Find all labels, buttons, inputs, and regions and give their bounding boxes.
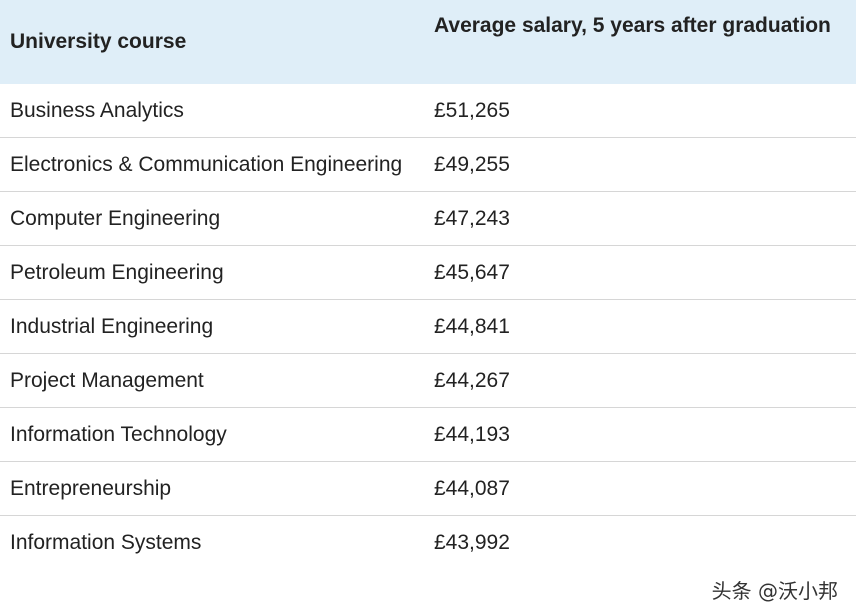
column-header-salary: Average salary, 5 years after graduation <box>424 0 856 84</box>
table-row: Computer Engineering £47,243 <box>0 191 856 246</box>
course-cell: Information Technology <box>0 407 424 462</box>
table-row: Electronics & Communication Engineering … <box>0 137 856 192</box>
table-row: Project Management £44,267 <box>0 353 856 408</box>
salary-cell: £45,647 <box>424 245 856 300</box>
salary-cell: £44,267 <box>424 353 856 408</box>
table-row: Industrial Engineering £44,841 <box>0 299 856 354</box>
watermark: 头条 @沃小邦 <box>709 575 840 604</box>
table-row: Information Systems £43,992 <box>0 515 856 569</box>
course-cell: Petroleum Engineering <box>0 245 424 300</box>
table-row: Petroleum Engineering £45,647 <box>0 245 856 300</box>
table-body: Business Analytics £51,265 Electronics &… <box>0 84 856 569</box>
course-cell: Business Analytics <box>10 99 184 122</box>
salary-cell: £47,243 <box>424 191 856 246</box>
table-row: Information Technology £44,193 <box>0 407 856 462</box>
course-cell: Information Systems <box>0 515 424 569</box>
salary-cell: £43,992 <box>424 515 856 569</box>
course-cell: Entrepreneurship <box>0 461 424 516</box>
salary-cell: £51,265 <box>434 99 510 122</box>
course-cell: Computer Engineering <box>0 191 424 246</box>
salary-cell: £44,087 <box>424 461 856 516</box>
header-row: University course Average salary, 5 year… <box>0 0 856 84</box>
salary-cell: £49,255 <box>424 137 856 192</box>
salary-cell: £44,841 <box>424 299 856 354</box>
table-header: University course Average salary, 5 year… <box>0 0 856 84</box>
table-row: Business Analytics £51,265 <box>0 84 856 138</box>
column-header-course: University course <box>0 0 424 84</box>
course-cell: Project Management <box>0 353 424 408</box>
course-cell: Industrial Engineering <box>0 299 424 354</box>
salary-cell: £44,193 <box>424 407 856 462</box>
table-row: Entrepreneurship £44,087 <box>0 461 856 516</box>
course-cell: Electronics & Communication Engineering <box>0 137 424 192</box>
salary-table: University course Average salary, 5 year… <box>0 0 856 569</box>
